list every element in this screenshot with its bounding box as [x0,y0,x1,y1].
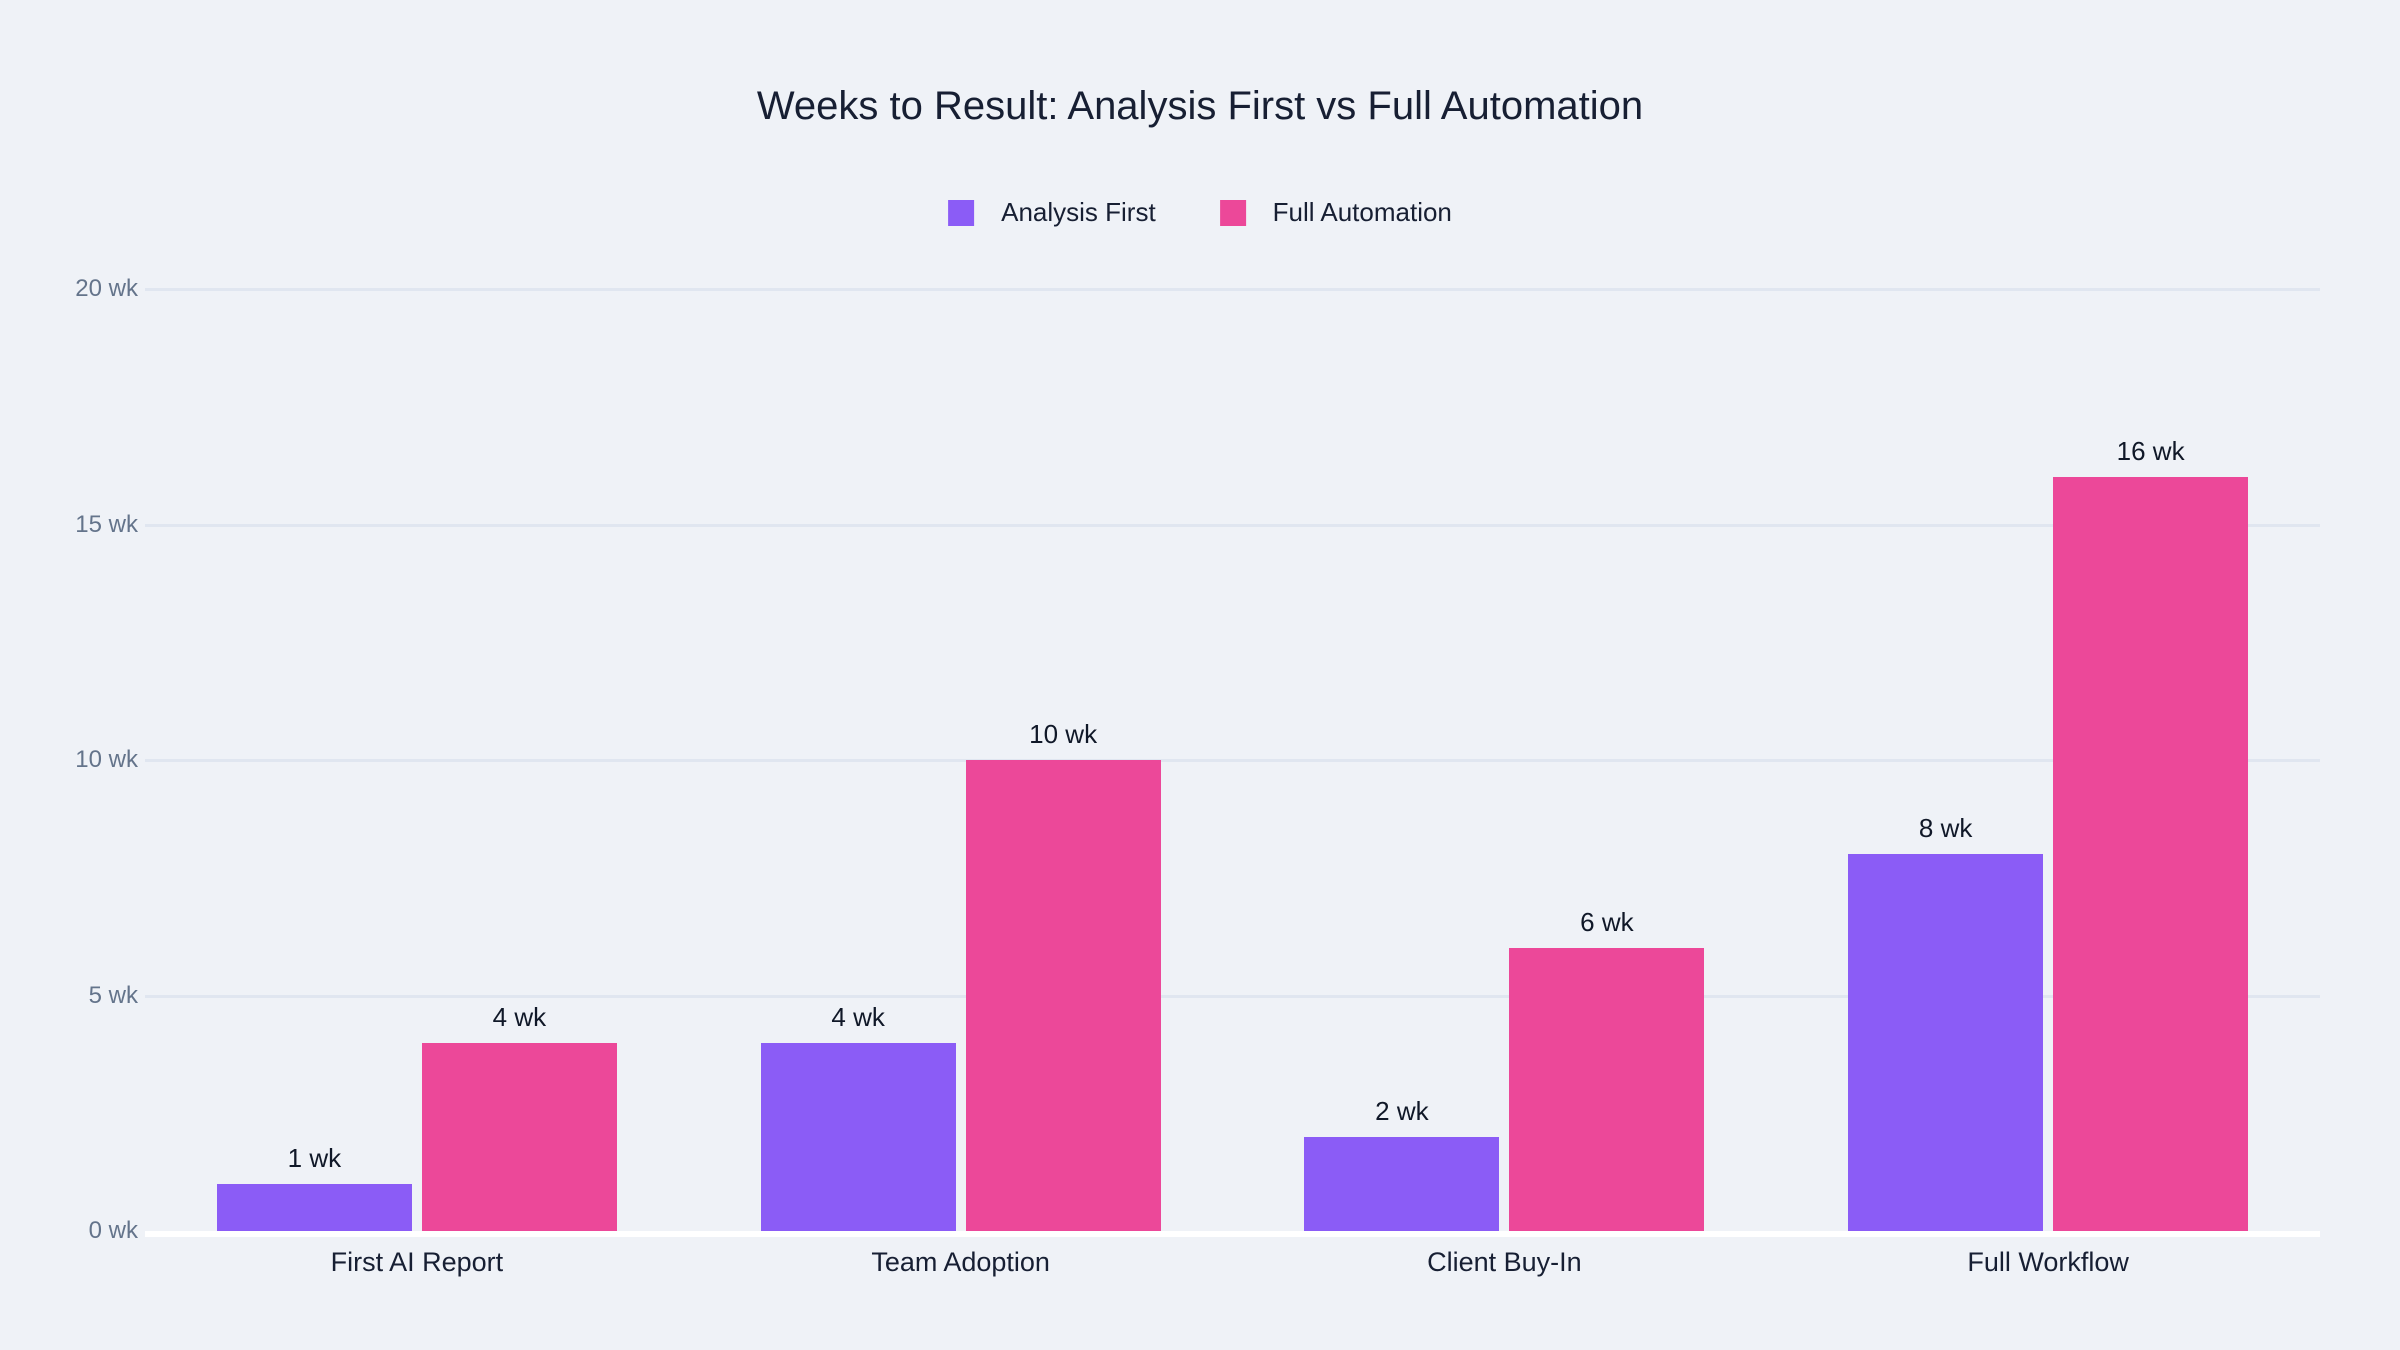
legend-label: Full Automation [1272,197,1452,227]
bar-value-label: 16 wk [2116,436,2185,467]
bar-value-label: 2 wk [1375,1095,1429,1126]
bar-value-label: 6 wk [1580,907,1634,938]
chart-title: Weeks to Result: Analysis First vs Full … [756,84,1644,128]
bar-full-automation [965,760,1161,1231]
category-label: Client Buy-In [1427,1247,1582,1277]
category-label: Team Adoption [871,1247,1050,1277]
bar-value-label: 4 wk [492,1001,547,1032]
category-label: Full Workflow [1967,1247,2129,1277]
bar-full-automation [421,1042,617,1231]
legend-label: Analysis First [1001,197,1156,227]
y-tick-label: 5 wk [88,981,138,1009]
x-axis-line [145,1231,2320,1237]
category-label: First AI Report [330,1247,504,1277]
legend-item-full-automation[interactable]: Full Automation [1219,197,1452,228]
legend-swatch-icon [1219,199,1246,226]
legend: Analysis First Full Automation [948,197,1452,228]
bar-value-label: 10 wk [1029,719,1098,749]
bar-full-automation [2053,477,2249,1231]
bar-analysis-first [1304,1136,1500,1231]
bar-value-label: 8 wk [1918,813,1973,844]
gridline-10wk [145,759,2320,762]
bar-value-label: 1 wk [287,1142,342,1173]
legend-swatch-icon [948,199,975,226]
bar-analysis-first [760,1042,956,1231]
y-tick-label: 15 wk [75,510,138,538]
legend-item-analysis-first[interactable]: Analysis First [948,197,1156,228]
gridline-5wk [145,994,2320,998]
y-tick-label: 20 wk [75,275,138,302]
y-tick-label: 0 wk [88,1217,138,1244]
bar-analysis-first [1848,854,2044,1231]
gridline-15wk [145,523,2320,527]
bar-analysis-first [216,1183,412,1231]
gridline-20wk [145,288,2320,291]
y-tick-label: 10 wk [75,746,138,773]
bar-value-label: 4 wk [831,1001,885,1032]
bar-full-automation [1509,948,1705,1231]
